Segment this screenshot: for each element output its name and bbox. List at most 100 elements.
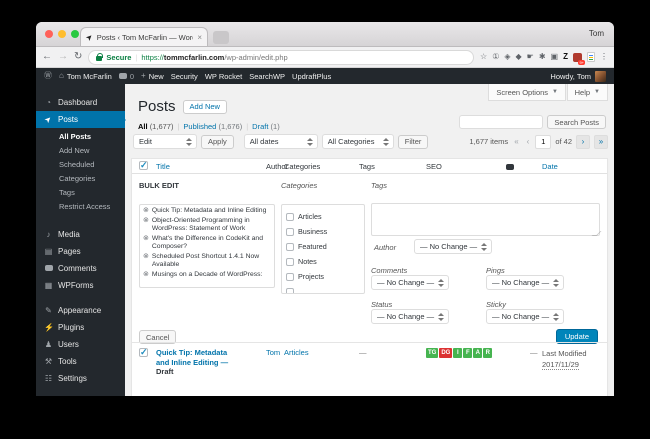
admin-bar-new-link[interactable]: + New [141,72,164,81]
admin-sidebar: ◔ Dashboard ➤ Posts All Posts Add New Sc… [36,84,126,396]
view-draft-link[interactable]: Draft (1) [252,122,280,131]
category-checkbox-item[interactable]: Projects [286,269,360,284]
box-extension-icon[interactable]: ▣ [550,52,559,61]
row-checkbox[interactable] [139,347,148,358]
bookmark-star-icon[interactable]: ☆ [480,52,488,61]
category-checkbox-item[interactable]: Notes [286,254,360,269]
admin-bar-wprocket-link[interactable]: WP Rocket [204,71,243,81]
submenu-restrict-access[interactable]: Restrict Access [59,202,111,211]
sidebar-item-appearance[interactable]: ✎ Appearance [36,302,125,319]
column-header-seo: SEO [426,162,442,171]
hand-extension-icon[interactable]: ☛ [526,52,534,61]
bulk-status-select[interactable]: — No Change — [371,309,449,324]
sidebar-item-tools[interactable]: ⚒ Tools [36,353,125,370]
view-separator: | [246,122,249,131]
submenu-all-posts[interactable]: All Posts [59,132,92,141]
browser-menu-kebab-icon[interactable]: ⋮ [600,52,608,61]
date-filter-select[interactable]: All dates [243,134,318,149]
sidebar-item-comments[interactable]: Comments [36,260,125,277]
category-checkbox-item[interactable]: Featured [286,239,360,254]
sidebar-item-plugins[interactable]: ⚡ Plugins [36,319,125,336]
remove-post-icon[interactable]: ⊗ [143,235,149,242]
cancel-button[interactable]: Cancel [139,330,177,344]
reload-icon[interactable]: ↻ [74,51,83,62]
admin-bar-account[interactable]: Howdy, Tom [550,70,606,82]
submenu-tags[interactable]: Tags [59,188,75,197]
checkbox [286,227,294,236]
bulk-author-select[interactable]: — No Change — [414,239,492,254]
submenu-add-new[interactable]: Add New [59,146,90,155]
last-page-button[interactable]: » [594,134,608,149]
bulk-action-select[interactable]: Edit [133,134,197,149]
new-tab-button[interactable] [213,31,229,44]
user-avatar [595,70,606,82]
zapier-extension-icon[interactable]: Z [563,52,568,61]
search-posts-button[interactable]: Search Posts [547,115,606,129]
sidebar-item-wpforms[interactable]: ▦ WPForms [36,277,125,294]
remove-post-icon[interactable]: ⊗ [143,271,149,278]
author-link[interactable]: Tom [266,348,281,357]
bulk-pings-select[interactable]: — No Change — [486,275,564,290]
info-circle-extension-icon[interactable]: ① [492,52,500,61]
items-count: 1,677 items [469,137,509,146]
bulk-categories-label: Categories [281,181,318,190]
update-button[interactable]: Update [555,329,598,344]
sidebar-item-media[interactable]: ♪ Media [36,226,125,243]
category-checkbox-item[interactable] [286,284,360,293]
view-published-link[interactable]: Published (1,676) [183,122,243,131]
admin-bar-updraftplus-link[interactable]: UpdraftPlus [292,71,332,81]
category-filter-select[interactable]: All Categories [321,134,394,149]
sidebar-item-pages[interactable]: ▤ Pages [36,243,125,260]
close-window-button[interactable] [45,30,53,38]
category-link[interactable]: Articles [284,348,309,357]
sidebar-item-settings[interactable]: ☷ Settings [36,370,125,387]
category-checkbox-item[interactable]: Business [286,224,360,239]
stack-extension-icon[interactable]: ◈ [504,52,511,61]
sidebar-item-dashboard[interactable]: ◔ Dashboard [36,94,125,111]
docs-extension-icon[interactable] [587,52,595,62]
admin-bar-comments-link[interactable]: 0 [118,72,134,81]
posts-table: Title Author Categories Tags SEO Date BU… [131,158,608,396]
remove-post-icon[interactable]: ⊗ [143,217,149,224]
close-tab-icon[interactable]: × [197,32,202,42]
admin-bar-site-link[interactable]: ⌂ Tom McFarlin [59,72,112,81]
gear-extension-icon[interactable]: ✱ [538,52,546,61]
red-app-extension-icon[interactable]: 9+ [573,52,585,65]
seo-badge: R [483,348,493,358]
shield-extension-icon[interactable]: ◆ [515,52,522,61]
column-header-title[interactable]: Title [156,162,170,171]
view-all-link[interactable]: All (1,677) [138,122,174,131]
remove-post-icon[interactable]: ⊗ [143,207,149,214]
search-input[interactable] [459,115,544,129]
help-button[interactable]: Help ▼ [566,84,608,101]
add-new-button[interactable]: Add New [182,99,227,114]
wordpress-logo-icon[interactable]: Ⓦ [44,71,52,80]
submenu-categories[interactable]: Categories [59,174,96,183]
remove-post-icon[interactable]: ⊗ [143,253,149,260]
bulk-sticky-select[interactable]: — No Change — [486,309,564,324]
current-page-input[interactable] [535,134,552,149]
forward-icon[interactable]: → [58,51,68,62]
address-bar[interactable]: Secure | https://tommcfarlin.com/wp-admi… [88,49,475,65]
minimize-window-button[interactable] [58,30,66,38]
post-title-cell[interactable]: Quick Tip: Metadata and Inline Editing —… [156,348,236,377]
admin-bar-searchwp-link[interactable]: SearchWP [249,71,286,81]
column-header-date[interactable]: Date [542,162,558,171]
category-checkbox-item[interactable]: Articles [286,209,360,224]
bulk-tags-textarea[interactable] [371,203,600,236]
next-page-button[interactable]: › [576,134,590,149]
submenu-scheduled[interactable]: Scheduled [59,160,95,169]
apply-button[interactable]: Apply [201,134,234,149]
select-all-checkbox[interactable] [139,160,148,171]
bulk-comments-select[interactable]: — No Change — [371,275,449,290]
browser-tab[interactable]: ➤ Posts ‹ Tom McFarlin — WordP × [80,27,208,46]
filter-button[interactable]: Filter [397,134,429,149]
zoom-window-button[interactable] [71,30,79,38]
admin-bar-security-link[interactable]: Security [170,71,198,81]
browser-profile-name[interactable]: Tom [588,29,604,38]
comment-bubble-icon [118,73,127,79]
sidebar-item-users[interactable]: ♟ Users [36,336,125,353]
back-icon[interactable]: ← [42,51,52,62]
sidebar-item-posts[interactable]: ➤ Posts [36,111,126,128]
screen-options-button[interactable]: Screen Options ▼ [488,84,566,101]
